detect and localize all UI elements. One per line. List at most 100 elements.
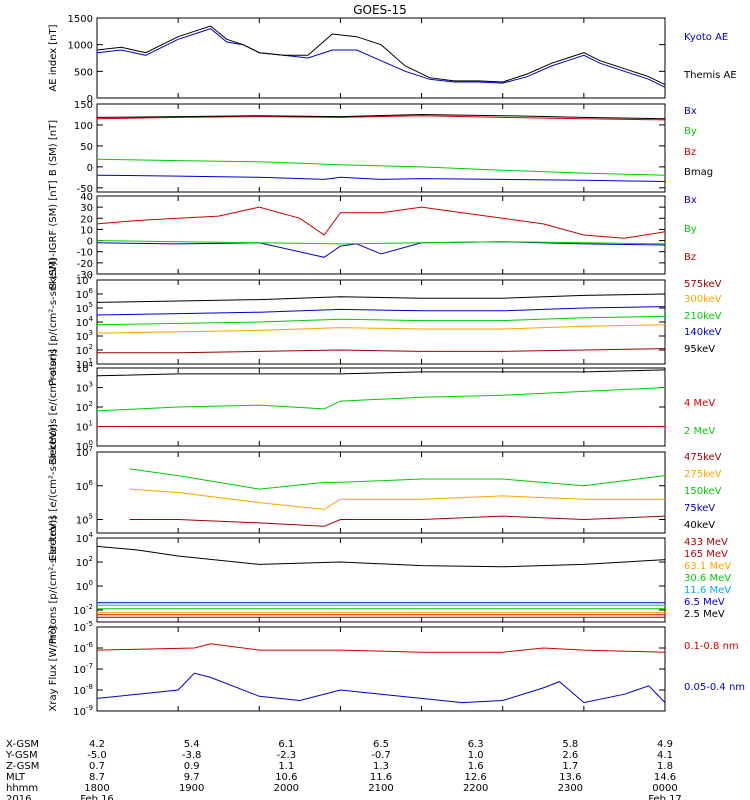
series-line-bz	[96, 206, 666, 239]
ephem-row-label: MLT	[6, 772, 26, 783]
y-tick-exponent: 6	[89, 479, 94, 487]
y-axis-label: AE index [nT]	[48, 24, 59, 91]
y-tick-label: -20	[77, 259, 93, 270]
ephem-value: 2300	[558, 783, 583, 794]
series-line-bx	[96, 241, 666, 258]
y-tick-exponent: 4	[89, 315, 94, 323]
ephem-value: 2000	[274, 783, 299, 794]
panel-7: 10-2 100 102 104 Protons [p/(cm²-s-sr-keV)] 4…	[48, 516, 731, 644]
y-tick-label: 150	[74, 100, 93, 111]
y-tick-label: 500	[74, 67, 93, 78]
y-tick-exponent: -8	[86, 683, 93, 691]
y-tick-label: 100	[74, 121, 93, 132]
series-line-275kev	[129, 488, 665, 510]
panel-frame	[96, 279, 666, 365]
y-tick-exponent: 0	[89, 579, 93, 587]
y-tick-label: 10	[80, 225, 93, 236]
ephem-value: 1800	[84, 783, 109, 794]
ephem-value: 4.2	[89, 739, 105, 750]
y-tick-label: 100	[76, 579, 93, 593]
y-axis-label: Electrons [e/(cm²-s-sr)]	[48, 349, 59, 465]
series-line-0-05-0-4-nm	[96, 672, 666, 704]
series-line-by	[96, 158, 666, 176]
y-tick-exponent: -5	[86, 620, 93, 628]
panel-frame	[96, 17, 666, 99]
y-tick-label: 0	[87, 163, 93, 174]
ephem-value: 0.9	[184, 761, 200, 772]
y-tick-label: 50	[80, 142, 93, 153]
y-tick-label: 104	[76, 531, 94, 545]
legend-entry: 300keV	[684, 294, 722, 305]
panel-frame	[96, 451, 666, 534]
legend-entry: 575keV	[684, 279, 722, 290]
y-tick-label: 10-2	[73, 603, 93, 617]
y-tick-exponent: 3	[89, 329, 93, 337]
ephem-value: 9.7	[184, 772, 200, 783]
legend-entry: 165 MeV	[684, 549, 728, 560]
y-tick-label: 101	[76, 420, 93, 434]
ephem-value: 11.6	[370, 772, 392, 783]
ephem-value: Feb 16	[80, 794, 114, 800]
y-tick-exponent: -9	[86, 704, 93, 712]
ephem-value: 2100	[368, 783, 393, 794]
ephem-row-label: Z-GSM	[6, 761, 39, 772]
ephem-value: 5.4	[184, 739, 200, 750]
ephem-value: 1.8	[657, 761, 673, 772]
y-tick-label: -50	[77, 184, 93, 195]
y-tick-label: 103	[76, 329, 93, 343]
legend-entry: 140keV	[684, 327, 722, 338]
y-tick-label: 1500	[68, 14, 93, 25]
y-tick-label: 10-8	[73, 683, 93, 697]
chart-title: GOES-15	[353, 3, 407, 17]
y-tick-exponent: 2	[89, 400, 93, 408]
series-line-0-6-mev	[96, 369, 666, 377]
y-tick-label: 106	[76, 479, 94, 493]
y-tick-exponent: 2	[89, 555, 93, 563]
ephemeris-table: X-GSMY-GSMZ-GSMMLThhmm20164.2-5.00.78.71…	[5, 739, 682, 800]
y-tick-label: 10-5	[73, 620, 93, 634]
legend-entry: 11.6 MeV	[684, 585, 731, 596]
legend-entry: 210keV	[684, 311, 722, 322]
series-line-kyoto-ae	[96, 28, 666, 88]
legend-entry: Bz	[684, 147, 696, 158]
y-tick-label: -30	[77, 270, 93, 281]
series-line-themis-ae	[96, 25, 666, 86]
y-tick-exponent: -7	[86, 662, 93, 670]
ephem-value: 0000	[652, 783, 677, 794]
y-tick-label: 103	[76, 381, 93, 395]
legend-entry: 75keV	[684, 503, 715, 514]
y-tick-label: 105	[76, 513, 93, 527]
y-tick-exponent: 1	[89, 357, 93, 365]
y-tick-label: 107	[76, 445, 93, 459]
legend-entry: 2.5 MeV	[684, 609, 725, 620]
ephem-value: 1900	[179, 783, 204, 794]
ephem-value: 2.6	[562, 750, 578, 761]
ephem-value: 10.6	[275, 772, 297, 783]
series-line-bx	[96, 174, 666, 182]
ephem-value: 12.6	[465, 772, 487, 783]
legend-entry: Kyoto AE	[684, 32, 728, 43]
legend-entry: By	[684, 224, 697, 235]
y-tick-label: 40	[80, 192, 93, 203]
panel-frame	[96, 626, 666, 712]
ephem-value: -5.0	[87, 750, 107, 761]
y-tick-label: 0	[87, 94, 93, 105]
ephem-value: 1.6	[468, 761, 484, 772]
panel-8: 10-9 10-8 10-7 10-6 10-5 Xray Flux [W/m²] 0.1-…	[48, 620, 745, 718]
y-tick-exponent: 2	[89, 343, 93, 351]
series-line-0-1-0-8-nm	[96, 643, 666, 653]
legend-entry: Bz	[684, 252, 696, 263]
ephem-value: 4.1	[657, 750, 673, 761]
y-tick-label: 106	[76, 287, 94, 301]
series-line-2-mev	[96, 387, 666, 412]
y-axis-label: B (SM) [nT]	[48, 120, 59, 176]
panel-frame	[96, 103, 666, 193]
series-line-by	[96, 240, 666, 245]
y-tick-label: 10-7	[73, 662, 93, 676]
legend-entry: 40keV	[684, 520, 715, 531]
y-axis-label: B (SM)-IGRF (SM) [nT]	[48, 180, 59, 289]
ephem-value: 8.7	[89, 772, 105, 783]
